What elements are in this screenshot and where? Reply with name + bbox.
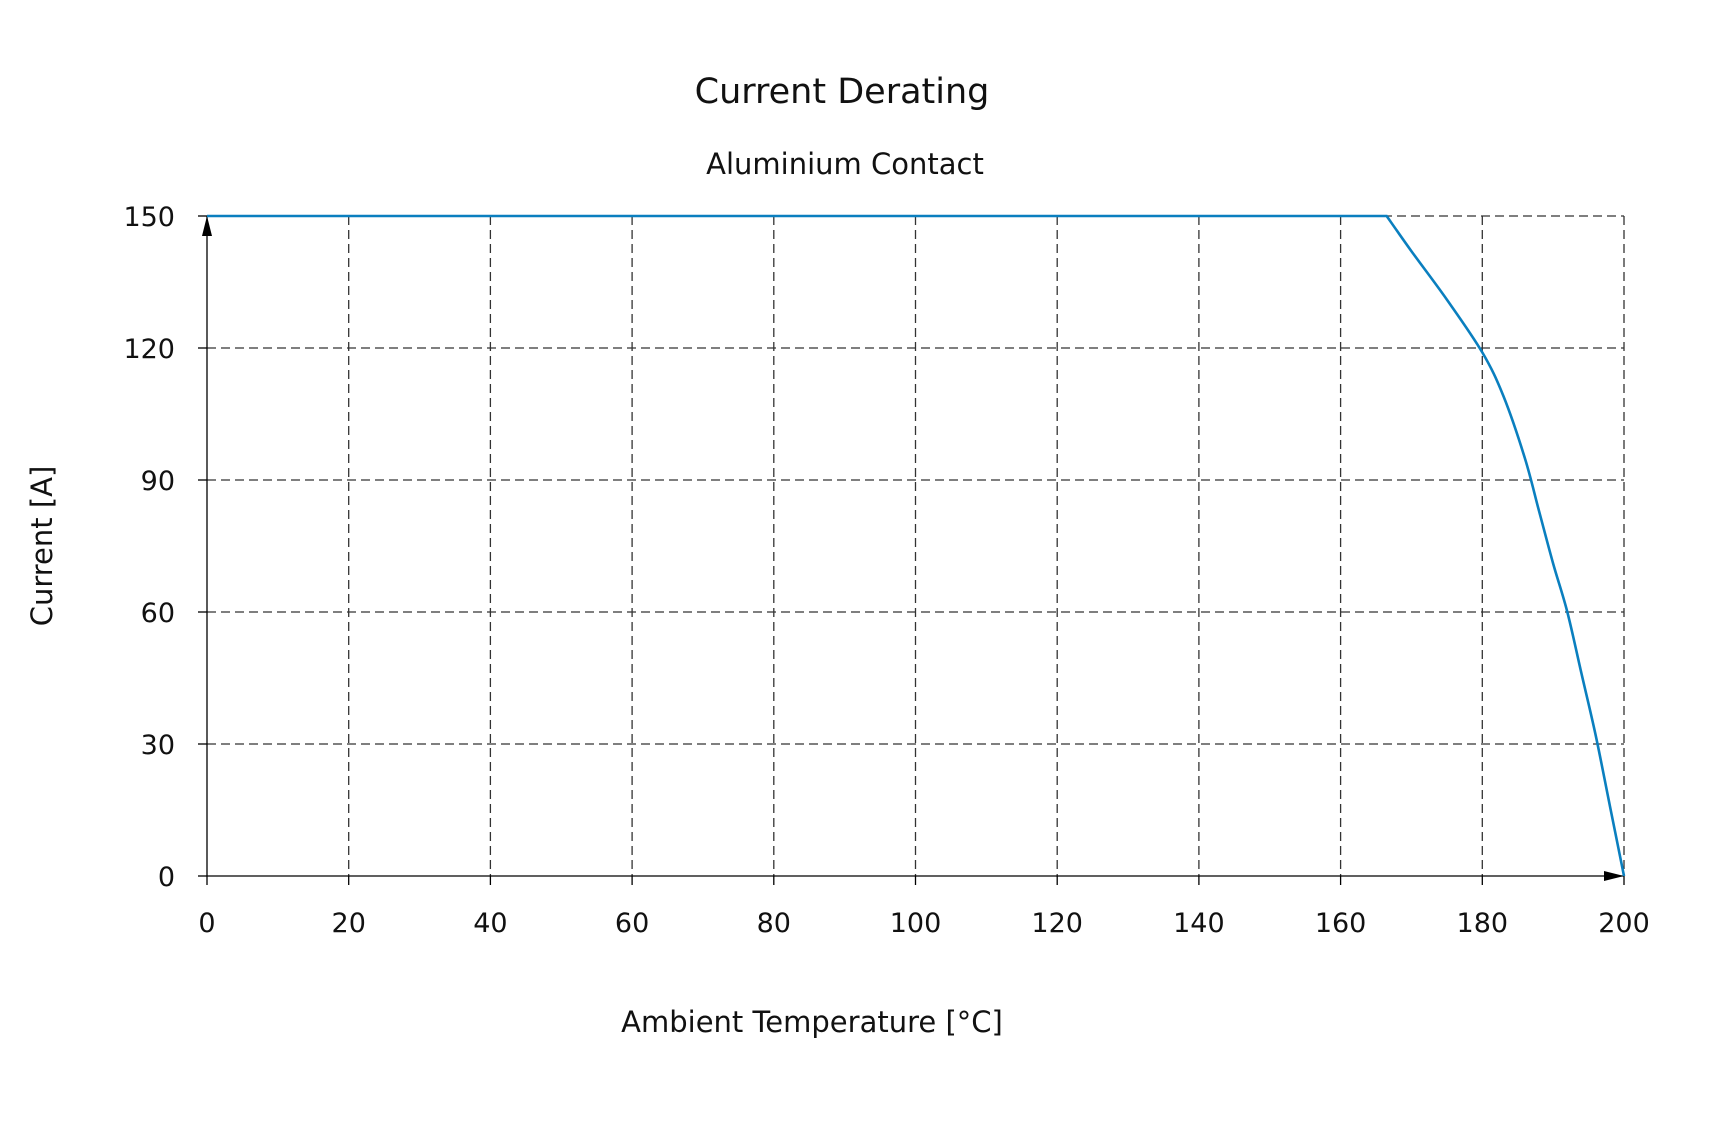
x-tick-label: 100 bbox=[890, 908, 942, 939]
x-tick-label: 60 bbox=[615, 908, 649, 939]
y-tick-label: 150 bbox=[123, 202, 175, 233]
x-tick-label: 160 bbox=[1315, 908, 1367, 939]
x-tick-label: 120 bbox=[1031, 908, 1083, 939]
x-axis-label: Ambient Temperature [°C] bbox=[621, 1005, 1003, 1039]
x-axis-arrow-icon bbox=[1604, 871, 1624, 881]
y-tick-label: 0 bbox=[158, 862, 175, 893]
y-tick-label: 60 bbox=[141, 598, 175, 629]
y-tick-label: 30 bbox=[141, 730, 175, 761]
y-axis-label: Current [A] bbox=[25, 466, 59, 627]
y-tick-label: 90 bbox=[141, 466, 175, 497]
series-line bbox=[207, 214, 1626, 877]
x-tick-label: 200 bbox=[1598, 908, 1650, 939]
x-tick-label: 0 bbox=[198, 908, 215, 939]
x-tick-label: 40 bbox=[473, 908, 507, 939]
x-tick-label: 80 bbox=[757, 908, 791, 939]
y-tick-label: 120 bbox=[123, 334, 175, 365]
chart-title: Current Derating bbox=[695, 72, 990, 112]
y-axis-arrow-icon bbox=[202, 216, 212, 236]
x-tick-label: 140 bbox=[1173, 908, 1225, 939]
x-tick-label: 180 bbox=[1457, 908, 1509, 939]
x-tick-label: 20 bbox=[332, 908, 366, 939]
chart-subtitle: Aluminium Contact bbox=[706, 147, 984, 181]
